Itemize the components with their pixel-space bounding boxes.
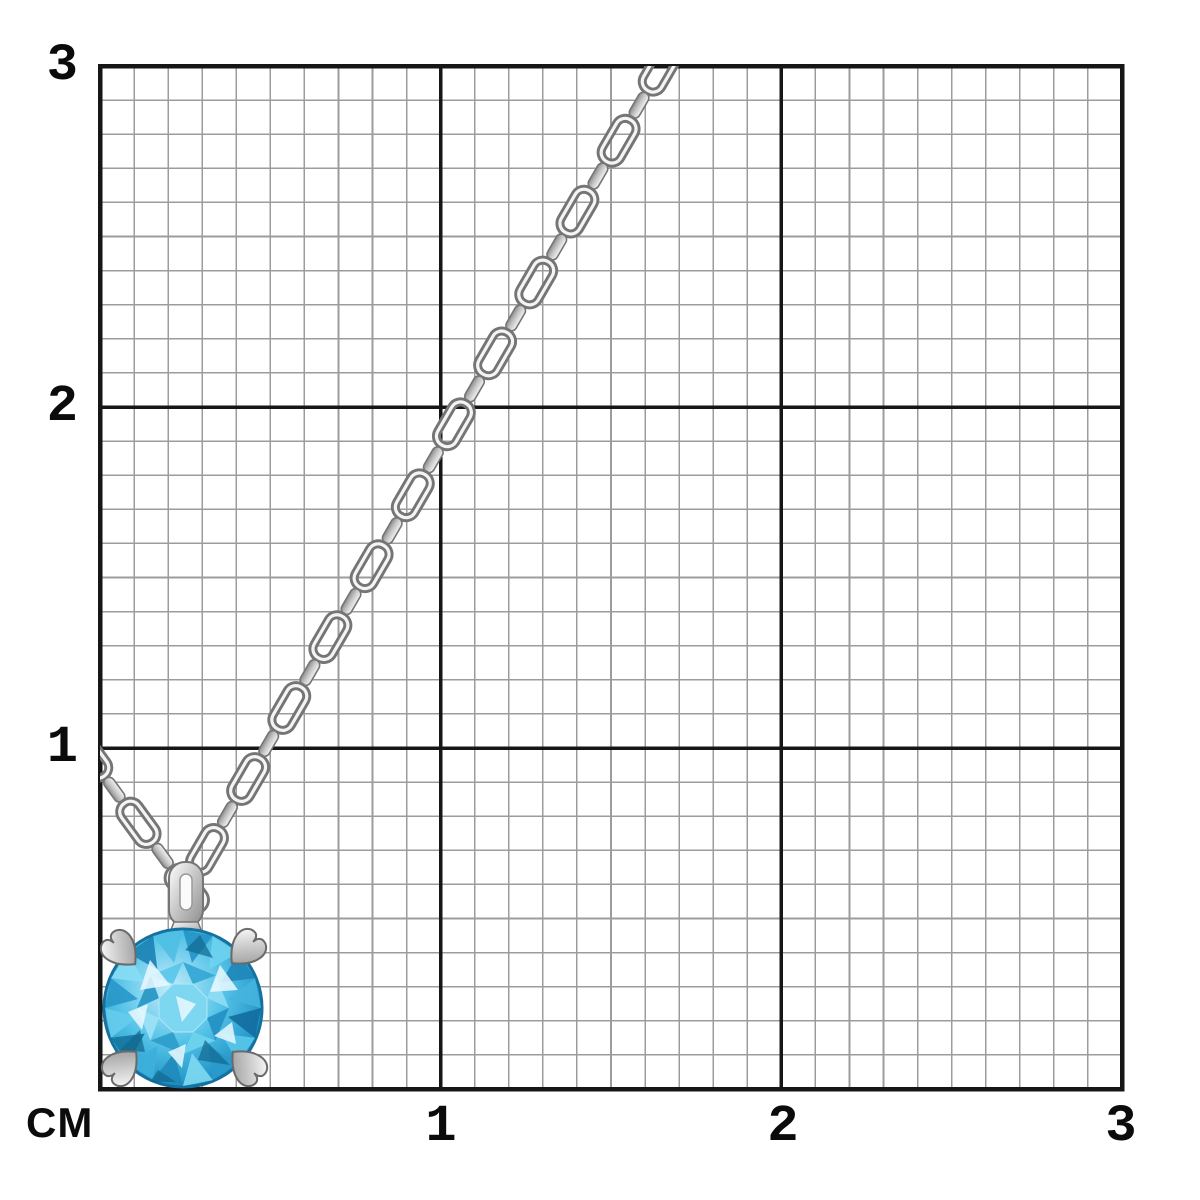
y-axis-label-3: 3 bbox=[46, 36, 78, 95]
heart-prong bbox=[231, 1050, 269, 1088]
heart-prong bbox=[100, 928, 137, 966]
y-axis-label-2: 2 bbox=[46, 377, 78, 436]
y-axis-label-1: 1 bbox=[46, 718, 78, 777]
pendant-necklace-image bbox=[100, 66, 682, 1089]
blue-gemstone bbox=[102, 927, 264, 1089]
x-axis-label-2: 2 bbox=[767, 1097, 799, 1156]
x-axis-label-1: 1 bbox=[425, 1097, 457, 1156]
unit-label-cm: CM bbox=[26, 1099, 94, 1146]
heart-prong bbox=[230, 927, 268, 965]
x-axis-label-3: 3 bbox=[1105, 1097, 1137, 1156]
heart-prong bbox=[100, 1050, 138, 1088]
chain-right-segment bbox=[175, 66, 682, 899]
cm-grid bbox=[97, 63, 1125, 1092]
prong-set bbox=[100, 927, 269, 1088]
